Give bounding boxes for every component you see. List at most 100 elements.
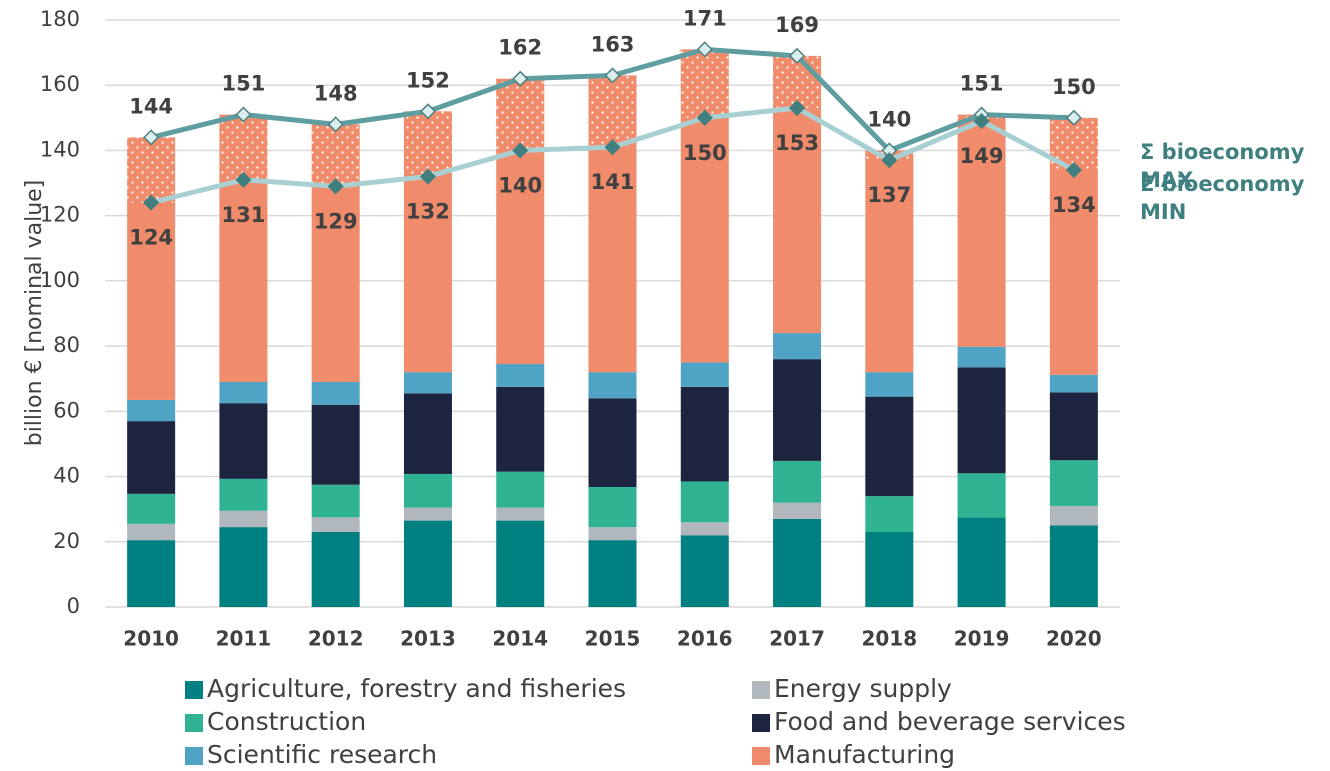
data-label: 163: [591, 32, 635, 56]
legend-swatch: [752, 681, 770, 699]
y-tick-label: 100: [40, 268, 80, 292]
data-label: 131: [221, 203, 265, 227]
bar-segment: [403, 372, 452, 394]
line-marker: [788, 47, 806, 64]
data-label: 141: [591, 170, 635, 194]
bar-segment: [1049, 460, 1098, 506]
x-tick-label: 2018: [861, 627, 917, 651]
line-marker: [1065, 109, 1082, 126]
bar-segment: [588, 372, 637, 399]
legend-swatch: [185, 747, 203, 765]
data-label: 132: [406, 200, 450, 224]
data-label: 153: [775, 131, 819, 155]
range-pattern: [127, 137, 176, 203]
legend-label: Energy supply: [774, 674, 952, 703]
line-marker: [143, 194, 160, 211]
series-end-label: Σ bioeconomy MAX: [1140, 140, 1305, 192]
series-end-label: Σ bioeconomy MIN: [1140, 172, 1305, 224]
bar-segment: [403, 393, 452, 474]
bar-segment: [588, 398, 637, 487]
bar-segment: [1049, 525, 1098, 607]
line-marker: [1065, 161, 1082, 179]
bar-segment: [127, 399, 176, 422]
bar-segment: [496, 386, 545, 472]
bar-segment: [219, 510, 268, 528]
bar-segment: [957, 346, 1006, 368]
bar-segment: [496, 364, 545, 387]
data-label: 150: [1052, 75, 1096, 99]
legend-swatch: [185, 714, 203, 732]
bar-segment: [496, 520, 545, 607]
bar-segment: [680, 481, 729, 523]
range-pattern: [219, 114, 268, 180]
bar-segment: [496, 471, 545, 508]
bar-segment: [588, 486, 637, 528]
bar-segment: [773, 333, 822, 360]
data-label: 151: [221, 72, 265, 96]
bar-segment: [219, 527, 268, 607]
data-label: 151: [960, 72, 1004, 96]
line-marker: [604, 67, 621, 84]
bar-segment: [865, 150, 914, 373]
x-tick-label: 2010: [123, 627, 179, 651]
bar-segment: [1049, 374, 1098, 393]
bar-segment: [957, 517, 1006, 607]
data-label: 171: [683, 6, 727, 30]
legend-label: Agriculture, forestry and fisheries: [207, 674, 626, 703]
bar-segment: [127, 540, 176, 607]
bar-segment: [680, 535, 729, 607]
range-pattern: [588, 75, 637, 148]
bar-segment: [957, 367, 1006, 474]
line-marker: [327, 178, 344, 195]
range-pattern: [496, 78, 545, 151]
line-marker: [235, 106, 252, 123]
line-marker: [696, 109, 713, 126]
bar-segment: [496, 507, 545, 521]
y-tick-label: 160: [40, 72, 80, 96]
bar-segment: [957, 473, 1006, 518]
bar-segment: [219, 381, 268, 404]
y-tick-label: 20: [53, 529, 80, 553]
range-pattern: [680, 49, 729, 118]
y-tick-label: 0: [67, 594, 80, 618]
bar-segment: [1049, 505, 1098, 526]
data-label: 140: [498, 173, 542, 197]
bar-segment: [311, 531, 360, 607]
bar-segment: [311, 517, 360, 532]
legend-swatch: [752, 714, 770, 732]
bar-segment: [865, 396, 914, 497]
y-tick-label: 140: [40, 137, 80, 161]
data-label: 140: [867, 107, 911, 131]
x-tick-label: 2012: [308, 627, 364, 651]
line-marker: [512, 142, 529, 159]
bar-segment: [588, 540, 637, 607]
x-tick-label: 2013: [400, 627, 456, 651]
data-label: 124: [129, 226, 173, 250]
bar-segment: [311, 404, 360, 485]
bar-segment: [588, 527, 637, 541]
bar-segment: [219, 403, 268, 479]
data-label: 152: [406, 68, 450, 92]
y-tick-label: 120: [40, 203, 80, 227]
line-marker: [696, 41, 713, 58]
data-label: 134: [1052, 193, 1096, 217]
x-tick-label: 2020: [1046, 627, 1102, 651]
bar-segment: [311, 381, 360, 405]
bar-segment: [403, 520, 452, 607]
bar-segment: [680, 386, 729, 482]
x-tick-label: 2016: [677, 627, 733, 651]
x-tick-label: 2014: [492, 627, 548, 651]
bar-segment: [773, 359, 822, 461]
y-tick-label: 180: [40, 7, 80, 31]
y-axis-title: billion € [nominal value]: [22, 180, 47, 447]
bar-segment: [773, 460, 822, 503]
bar-segment: [1049, 392, 1098, 461]
bar-segment: [403, 507, 452, 521]
line-marker: [604, 139, 621, 156]
x-tick-label: 2015: [585, 627, 641, 651]
legend-swatch: [752, 747, 770, 765]
bar-segment: [680, 362, 729, 387]
line-marker: [419, 103, 437, 120]
